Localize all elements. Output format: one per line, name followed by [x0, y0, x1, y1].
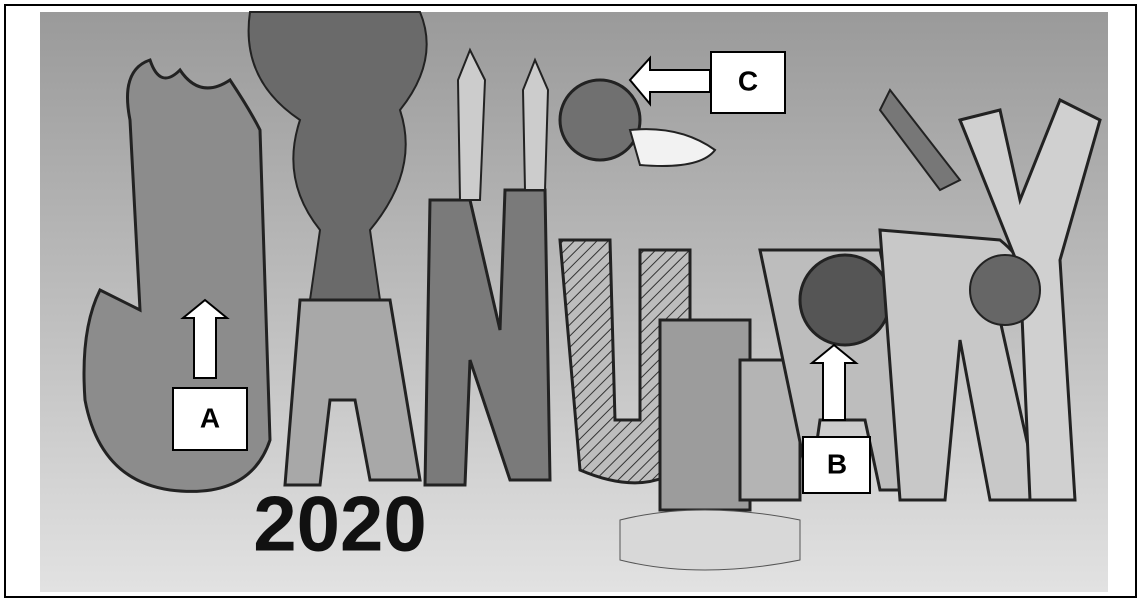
label: C: [738, 65, 758, 96]
figure: 2020 A B C: [0, 0, 1140, 603]
rocket: [523, 60, 548, 190]
label: A: [200, 402, 220, 433]
building: [660, 320, 750, 510]
illustration: [40, 12, 1108, 592]
page: 2020 A B C (() => { const data = JSON.pa…: [0, 0, 1140, 603]
virus: [800, 255, 890, 345]
rocket: [458, 50, 485, 200]
label: B: [827, 448, 847, 479]
explosion: [970, 255, 1040, 325]
water: [620, 510, 800, 570]
explosion: [560, 80, 640, 160]
year: 2020: [253, 480, 427, 568]
